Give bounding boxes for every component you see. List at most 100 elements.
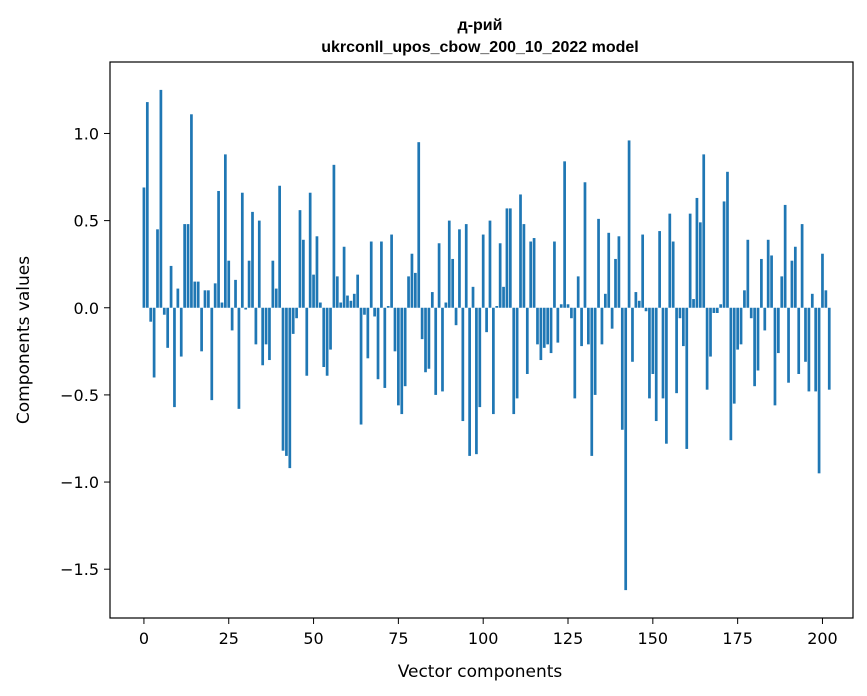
bar [380,241,383,308]
bar [359,307,363,425]
bar [363,307,366,315]
bar [427,307,431,369]
bar [335,276,339,308]
bar [665,307,668,444]
bar [417,142,421,308]
bar [271,260,275,308]
bars-group [142,89,831,591]
bar [607,232,611,308]
bar [156,229,159,308]
bar [475,307,478,455]
bar [753,307,756,387]
bar [332,164,336,308]
bar [634,292,638,308]
bar [190,114,193,308]
bar [542,307,546,348]
bar [732,307,736,404]
bar [492,307,495,415]
bar [200,307,203,352]
bar [298,210,302,308]
bar [254,307,258,345]
bar [413,272,417,308]
bar [291,307,295,334]
bar [827,307,831,390]
bar [441,307,444,392]
plot-frame [109,61,854,619]
bar [763,307,767,331]
bar [756,307,760,371]
bar [325,307,329,376]
y-axis-ticks: −1.5 −1.0 −0.5 0.0 0.5 1.0 [60,124,110,579]
bar [149,307,153,322]
y-tick-label: 0.5 [74,212,99,231]
bar [288,307,292,469]
bar [603,293,607,308]
bar [570,307,573,319]
bar [790,260,794,308]
bar [719,304,723,308]
bar [566,304,570,308]
bar [312,274,315,308]
bar [641,234,645,308]
bar [183,224,186,308]
bar [783,204,787,308]
bar [179,307,183,357]
bar [244,307,248,310]
bar [580,307,583,347]
bar [695,197,699,308]
bar [766,239,770,308]
bar [658,231,661,308]
bar [464,224,468,308]
bar [376,307,380,380]
bar [495,306,499,308]
bar [145,102,149,308]
bar [546,307,550,345]
x-tick-label: 75 [388,629,408,648]
bar [610,307,614,329]
bar [434,307,438,395]
bar [451,258,455,308]
bar [698,222,702,308]
bar [529,241,533,308]
bar [383,307,387,388]
bar [722,201,726,308]
bar [230,307,234,331]
chart-subtitle: ukrconll_upos_cbow_200_10_2022 model [321,39,638,56]
bar [678,307,682,319]
x-tick-label: 100 [468,629,499,648]
bar [210,307,214,401]
bar [240,192,244,308]
bar [488,220,492,308]
bar [817,307,821,474]
bar [176,288,180,308]
bar [322,307,326,368]
bar [169,265,173,308]
bar [512,307,516,415]
bar [587,307,590,345]
x-tick-label: 50 [303,629,323,648]
bar [807,307,811,392]
bar [515,307,519,399]
bar [352,293,356,308]
bar [285,307,288,456]
bar [247,260,251,308]
bar [315,236,319,308]
bar [173,307,176,408]
bar [203,290,207,308]
bar [777,307,780,354]
bar [780,276,784,308]
y-axis-label: Components values [14,256,34,424]
bar [739,307,743,345]
bar [593,307,597,395]
bar [166,307,170,348]
bar [220,302,224,308]
x-tick-label: 150 [638,629,669,648]
bar [349,300,353,308]
bar [675,307,678,394]
bar [366,307,370,359]
bar [207,290,210,308]
bar [478,307,482,408]
bar [471,286,475,308]
bar [787,307,790,383]
bar [162,307,166,315]
